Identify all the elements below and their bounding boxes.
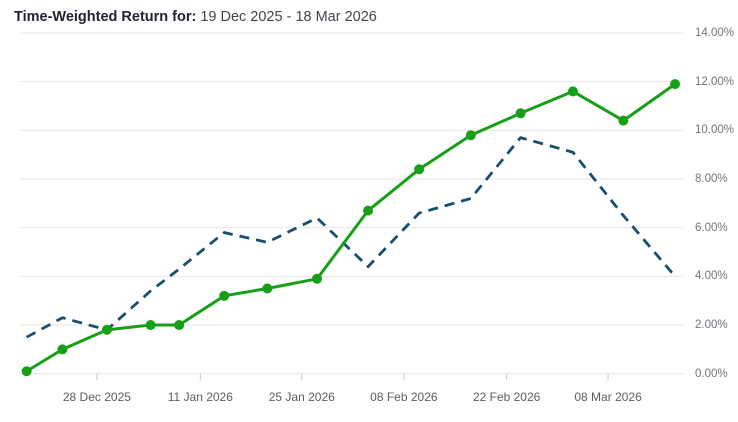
y-axis-label: 8.00%	[695, 173, 728, 185]
data-point[interactable]	[101, 324, 112, 335]
x-axis-label: 08 Feb 2026	[370, 390, 438, 404]
y-axis-label: 2.00%	[695, 319, 728, 332]
data-point[interactable]	[618, 115, 629, 126]
data-point[interactable]	[219, 290, 230, 301]
data-point[interactable]	[21, 366, 32, 377]
data-point[interactable]	[670, 79, 681, 90]
data-point[interactable]	[145, 320, 156, 331]
data-point[interactable]	[567, 86, 578, 97]
data-point[interactable]	[174, 320, 185, 331]
data-point[interactable]	[262, 283, 273, 294]
data-point[interactable]	[515, 108, 526, 119]
x-axis-label: 22 Feb 2026	[472, 390, 541, 404]
y-axis-label: 0.00%	[695, 367, 728, 380]
y-axis-label: 6.00%	[695, 221, 728, 234]
dashed-blue-line	[25, 136, 677, 339]
data-point[interactable]	[57, 344, 68, 355]
data-point[interactable]	[414, 164, 425, 175]
chart-date-range: 19 Dec 2025 - 18 Mar 2026	[200, 9, 377, 25]
y-axis-label: 14.00%	[695, 27, 735, 39]
chart-header: Time-Weighted Return for: 19 Dec 2025 - 1…	[14, 9, 377, 25]
data-point[interactable]	[363, 205, 374, 216]
x-axis-label: 11 Jan 2026	[167, 390, 233, 404]
data-point[interactable]	[465, 130, 476, 141]
x-axis-label: 28 Dec 2025	[62, 390, 131, 404]
data-point[interactable]	[312, 273, 323, 284]
chart-title: Time-Weighted Return for:	[14, 9, 197, 25]
x-axis-label: 08 Mar 2026	[574, 390, 642, 404]
y-axis-label: 12.00%	[695, 75, 735, 88]
x-axis-label: 25 Jan 2026	[268, 390, 335, 404]
y-axis-label: 10.00%	[695, 124, 735, 137]
y-axis-label: 4.00%	[695, 270, 728, 283]
